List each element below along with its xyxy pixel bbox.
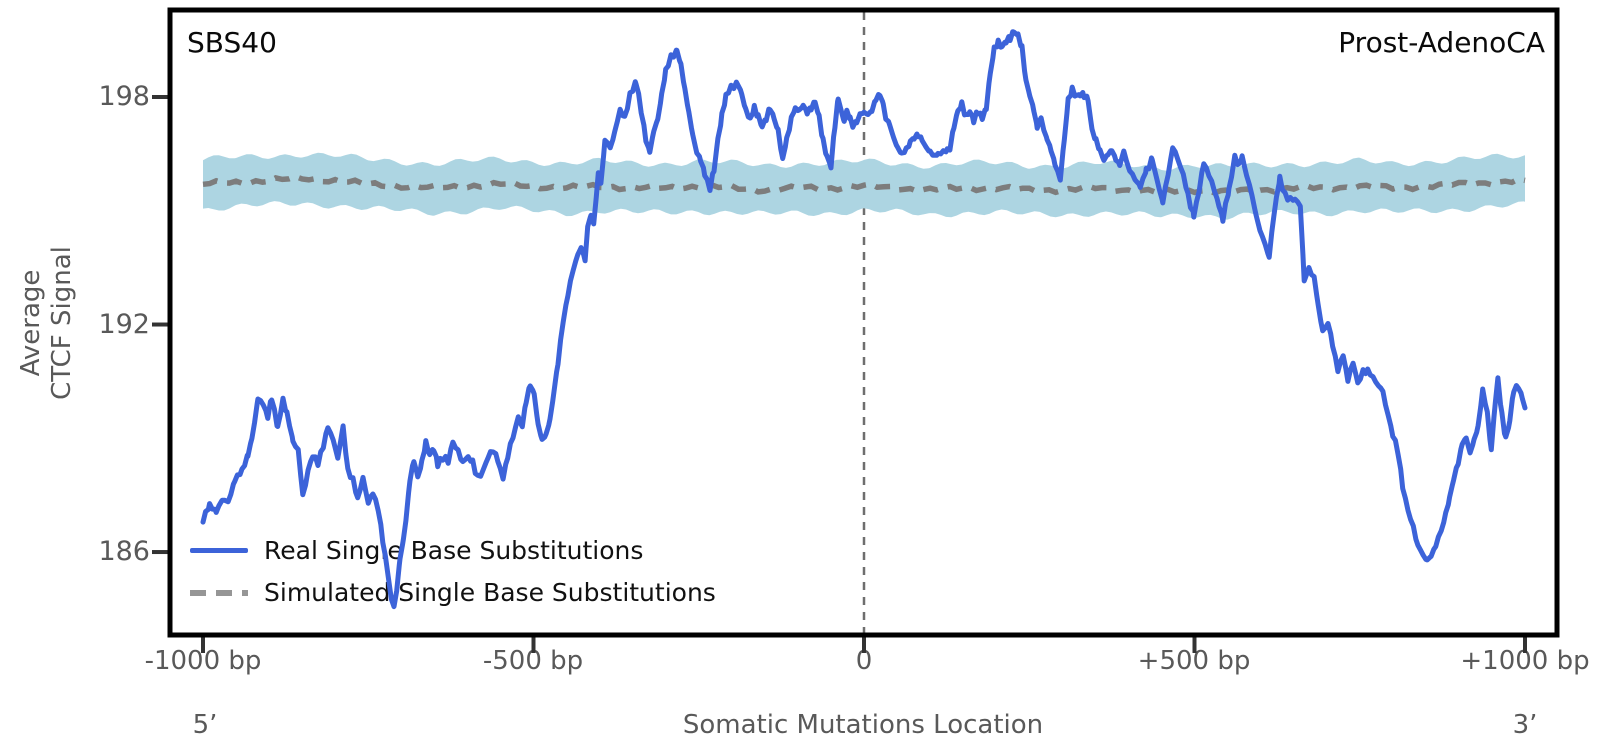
simulated-confidence-band xyxy=(203,152,1525,220)
x-tick-label-pos500: +500 bp xyxy=(1137,646,1251,676)
x-tick-label-neg1000: -1000 bp xyxy=(144,646,262,676)
real-series-line xyxy=(200,29,1528,610)
five-prime-label: 5’ xyxy=(192,710,218,740)
x-tick-label-neg500: -500 bp xyxy=(482,646,584,676)
three-prime-label: 3’ xyxy=(1512,710,1538,740)
y-tick-label-186: 186 xyxy=(98,536,150,567)
legend-simulated-line-sample xyxy=(190,589,248,596)
y-axis-label-line1: Average xyxy=(16,269,46,377)
legend-entry-real: Real Single Base Substitutions xyxy=(190,536,643,565)
legend-real-line-sample xyxy=(190,548,248,553)
x-axis-label: Somatic Mutations Location xyxy=(682,710,1044,740)
legend-entry-simulated: Simulated Single Base Substitutions xyxy=(190,578,716,607)
y-tick-label-192: 192 xyxy=(98,309,150,340)
legend-real-label: Real Single Base Substitutions xyxy=(264,536,644,565)
legend-simulated-label: Simulated Single Base Substitutions xyxy=(264,578,716,607)
x-tick-label-zero: 0 xyxy=(855,646,873,676)
signature-label: SBS40 xyxy=(187,26,277,59)
cancer-type-label: Prost-AdenoCA xyxy=(1338,26,1545,59)
x-tick-label-pos1000: +1000 bp xyxy=(1460,646,1590,676)
y-tick-label-198: 198 xyxy=(98,81,150,112)
simulated-series-line xyxy=(202,173,1526,196)
